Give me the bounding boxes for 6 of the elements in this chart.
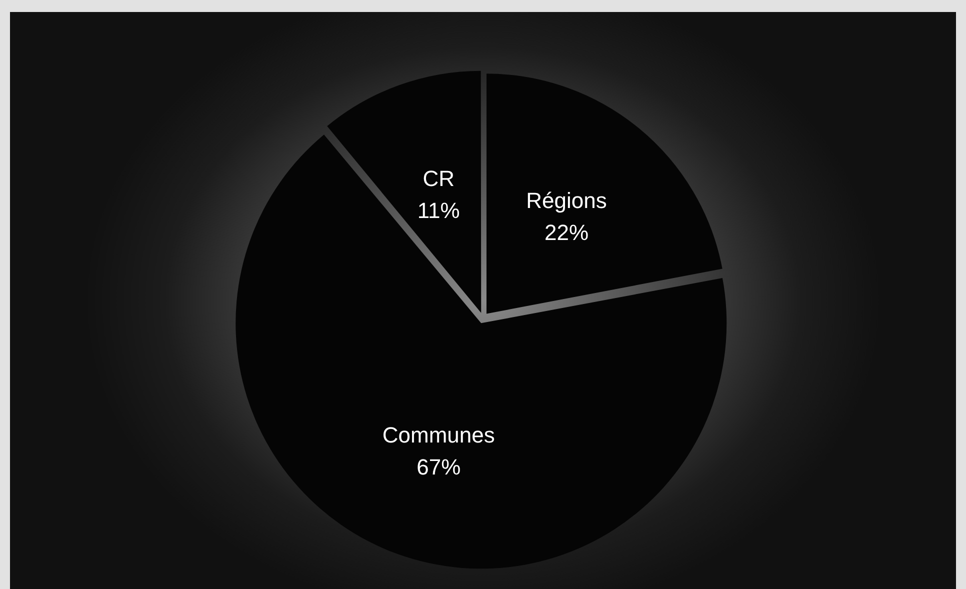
slice-label: Communes [382,422,495,448]
slice-label: Régions [526,188,607,214]
data-label: 22% [544,220,589,246]
data-label: 67% [416,454,461,480]
data-label: 11% [417,198,460,223]
slice-label: CR [422,166,455,191]
